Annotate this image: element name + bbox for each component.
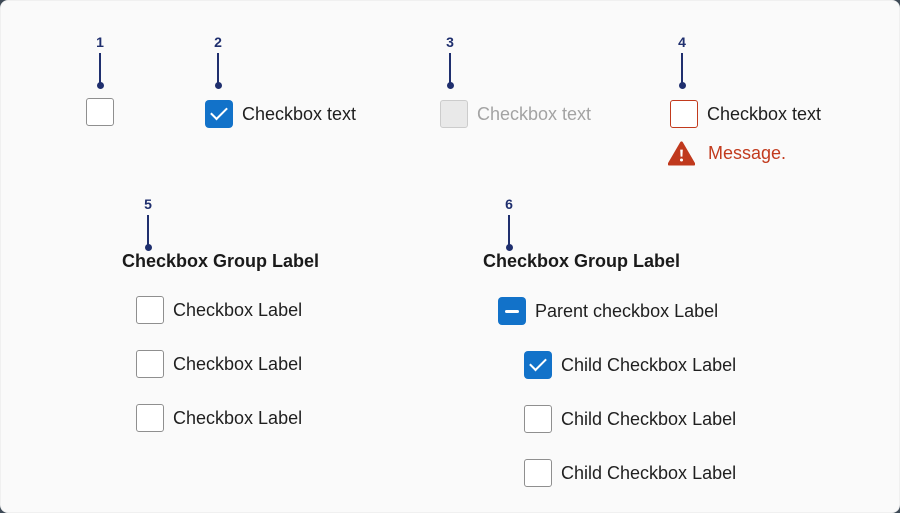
checkbox-group-title: Checkbox Group Label [122, 251, 320, 271]
checkbox-unchecked[interactable] [136, 404, 164, 432]
checkbox-state-error: Checkbox text [670, 100, 821, 128]
checkbox-indeterminate[interactable] [498, 297, 526, 325]
checkbox-state-disabled: Checkbox text [440, 100, 591, 128]
checkbox-label[interactable]: Checkbox Label [173, 408, 303, 428]
checkbox-unchecked[interactable] [524, 459, 552, 487]
checkbox-state-checked: Checkbox text [205, 100, 356, 128]
callout-5-number: 5 [144, 196, 152, 212]
error-message-text: Message. [708, 143, 787, 163]
checkbox-unchecked[interactable] [86, 98, 114, 126]
checkbox-label[interactable]: Parent checkbox Label [535, 301, 719, 321]
callout-1: 1 [90, 34, 110, 89]
callout-4-number: 4 [678, 34, 686, 50]
checkbox-label[interactable]: Checkbox Label [173, 354, 303, 374]
callout-4: 4 [672, 34, 692, 89]
checkbox-label-disabled: Checkbox text [477, 104, 592, 124]
group-checkbox-row: Checkbox Label [136, 296, 302, 324]
callout-line [217, 53, 219, 83]
child-checkbox-row: Child Checkbox Label [524, 459, 736, 487]
checkbox-disabled [440, 100, 468, 128]
callout-line [99, 53, 101, 83]
checkbox-unchecked[interactable] [136, 350, 164, 378]
check-icon [529, 353, 547, 372]
checkbox-error[interactable] [670, 100, 698, 128]
checkbox-checked[interactable] [524, 351, 552, 379]
callout-line [147, 215, 149, 245]
group-checkbox-row: Checkbox Label [136, 350, 302, 378]
checkbox-label[interactable]: Checkbox text [242, 104, 357, 124]
checkbox-label[interactable]: Checkbox Label [173, 300, 303, 320]
callout-6-number: 6 [505, 196, 513, 212]
callout-dot [144, 244, 152, 251]
callout-dot [96, 82, 104, 89]
callout-line [449, 53, 451, 83]
child-checkbox-row: Child Checkbox Label [524, 405, 736, 433]
checkbox-unchecked[interactable] [524, 405, 552, 433]
error-message-row: Message. [668, 141, 786, 166]
parent-checkbox-row: Parent checkbox Label [498, 297, 718, 325]
nested-group-title: Checkbox Group Label [483, 251, 681, 271]
checkbox-state-default [86, 98, 114, 126]
callout-dot [214, 82, 222, 89]
group-checkbox-row: Checkbox Label [136, 404, 302, 432]
checkbox-label[interactable]: Child Checkbox Label [561, 355, 737, 375]
checkbox-checked[interactable] [205, 100, 233, 128]
callout-3-number: 3 [446, 34, 454, 50]
callout-dot [505, 244, 513, 251]
callout-2: 2 [208, 34, 228, 89]
callout-line [681, 53, 683, 83]
callout-line [508, 215, 510, 245]
callout-1-number: 1 [96, 34, 104, 50]
checkbox-unchecked[interactable] [136, 296, 164, 324]
checkbox-label[interactable]: Checkbox text [707, 104, 822, 124]
check-icon [210, 102, 228, 121]
callout-6: 6 [499, 196, 519, 251]
callout-2-number: 2 [214, 34, 222, 50]
callout-dot [446, 82, 454, 89]
checkbox-label[interactable]: Child Checkbox Label [561, 463, 737, 483]
child-checkbox-row: Child Checkbox Label [524, 351, 736, 379]
callout-3: 3 [440, 34, 460, 89]
indeterminate-icon [505, 309, 519, 313]
callout-dot [678, 82, 686, 89]
callout-5: 5 [138, 196, 158, 251]
checkbox-label[interactable]: Child Checkbox Label [561, 409, 737, 429]
warning-icon [668, 141, 695, 166]
